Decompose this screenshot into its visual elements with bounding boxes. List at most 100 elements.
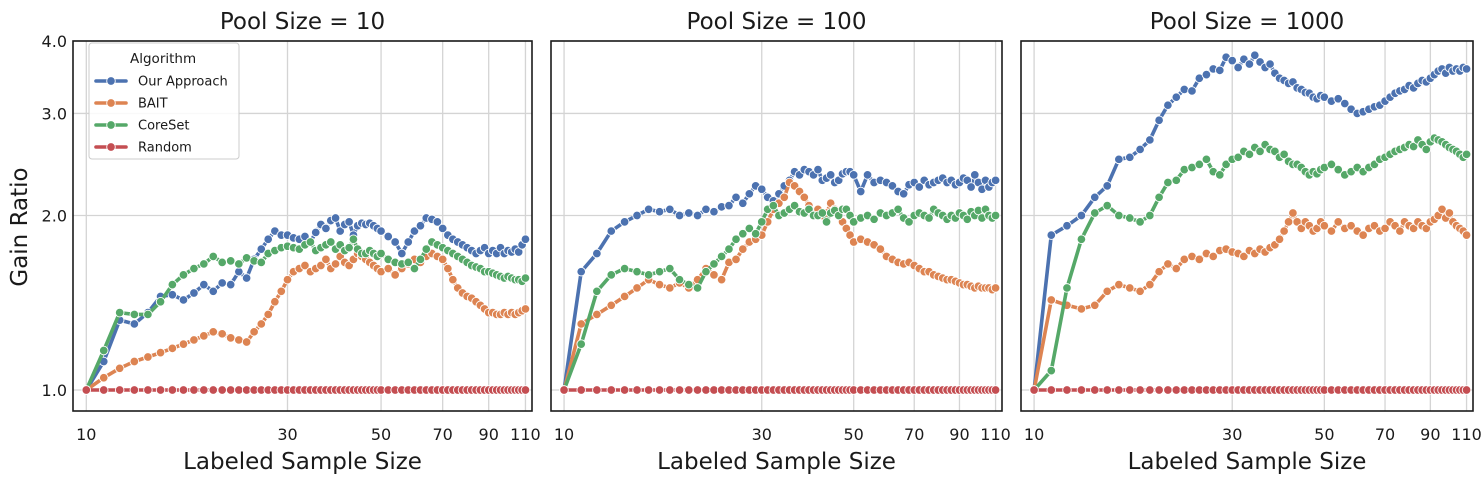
data-point <box>716 274 727 285</box>
data-point <box>129 319 140 329</box>
data-point <box>129 309 140 320</box>
data-point <box>1046 230 1057 240</box>
x-tick-label: 90 <box>1420 425 1440 444</box>
data-point <box>1358 230 1368 240</box>
legend-label: BAIT <box>138 97 168 112</box>
data-point <box>643 270 654 280</box>
data-point <box>1062 221 1072 231</box>
data-point <box>1227 55 1237 66</box>
data-point <box>189 335 199 345</box>
data-point <box>1135 385 1145 395</box>
y-tick-label: 4.0 <box>42 32 67 51</box>
data-point <box>1114 385 1124 395</box>
series-our-approach <box>559 164 1001 395</box>
data-point <box>576 266 586 277</box>
x-tick-label: 30 <box>1222 425 1242 444</box>
data-point <box>217 278 227 288</box>
data-point <box>990 283 1001 293</box>
data-point <box>1046 365 1057 376</box>
data-point <box>217 329 227 339</box>
series-bait <box>81 248 531 395</box>
data-point <box>665 204 675 215</box>
x-tick-label: 90 <box>949 425 969 444</box>
series-random <box>1029 385 1472 395</box>
data-point <box>1076 234 1087 244</box>
data-point <box>178 270 189 280</box>
data-point <box>383 231 393 242</box>
data-point <box>674 210 685 221</box>
legend-marker <box>106 76 116 86</box>
data-point <box>768 200 779 211</box>
data-point <box>1208 251 1218 262</box>
data-point <box>592 309 602 320</box>
series-bait <box>1029 204 1472 395</box>
data-point <box>684 385 694 395</box>
data-point <box>779 192 790 203</box>
data-point <box>592 385 602 395</box>
data-point <box>225 279 236 290</box>
data-point <box>1250 50 1260 60</box>
data-point <box>1274 234 1285 244</box>
x-tick-label: 70 <box>904 425 924 444</box>
data-point <box>1145 279 1155 290</box>
data-point <box>225 256 236 266</box>
data-point <box>415 254 426 265</box>
data-point <box>1461 149 1472 160</box>
data-point <box>403 257 413 268</box>
data-point <box>155 347 166 358</box>
data-point <box>114 307 125 318</box>
data-point <box>256 257 267 268</box>
data-point <box>576 385 586 395</box>
data-point <box>178 295 189 305</box>
data-point <box>914 182 925 192</box>
data-point <box>1194 254 1205 265</box>
data-point <box>263 309 273 320</box>
data-point <box>738 229 748 239</box>
data-point <box>684 279 694 290</box>
data-point <box>129 356 140 367</box>
data-point <box>692 385 703 395</box>
data-point <box>1395 226 1405 236</box>
data-point <box>709 207 719 217</box>
y-tick-label: 3.0 <box>42 104 67 123</box>
data-point <box>234 259 244 269</box>
data-point <box>848 170 859 180</box>
data-point <box>855 186 866 197</box>
data-point <box>1145 135 1155 145</box>
panel-1: 10 30 50 70 90 110 1.0 2.0 3.0 4.0 Pool Size = 10 L… <box>42 9 541 475</box>
data-point <box>1244 59 1255 69</box>
data-point <box>576 339 586 349</box>
data-point <box>1135 144 1145 155</box>
data-point <box>167 279 178 290</box>
panel-title: Pool Size = 1000 <box>1150 9 1345 35</box>
data-point <box>862 170 873 180</box>
data-point <box>875 244 886 254</box>
data-point <box>1283 217 1294 227</box>
data-point <box>403 237 413 247</box>
data-point <box>1346 221 1356 231</box>
data-point <box>1421 144 1432 155</box>
data-point <box>167 343 178 354</box>
data-point <box>397 248 407 259</box>
data-point <box>1114 210 1124 221</box>
data-point <box>665 283 675 293</box>
data-point <box>701 204 711 215</box>
data-point <box>817 208 828 218</box>
y-axis-label: Gain Ratio <box>7 167 33 286</box>
legend-item-random: Random <box>94 141 192 156</box>
data-point <box>300 260 310 271</box>
data-point <box>731 192 741 203</box>
x-axis-label: Labeled Sample Size <box>183 449 422 475</box>
data-point <box>692 283 703 293</box>
data-point <box>893 204 903 215</box>
data-point <box>1233 152 1243 163</box>
data-point <box>256 244 267 254</box>
data-point <box>821 217 832 227</box>
data-point <box>199 259 209 269</box>
data-point <box>443 263 453 274</box>
data-point <box>263 234 273 244</box>
data-point <box>813 164 823 175</box>
data-point <box>924 213 934 223</box>
data-point <box>1145 210 1155 221</box>
data-point <box>869 214 879 225</box>
